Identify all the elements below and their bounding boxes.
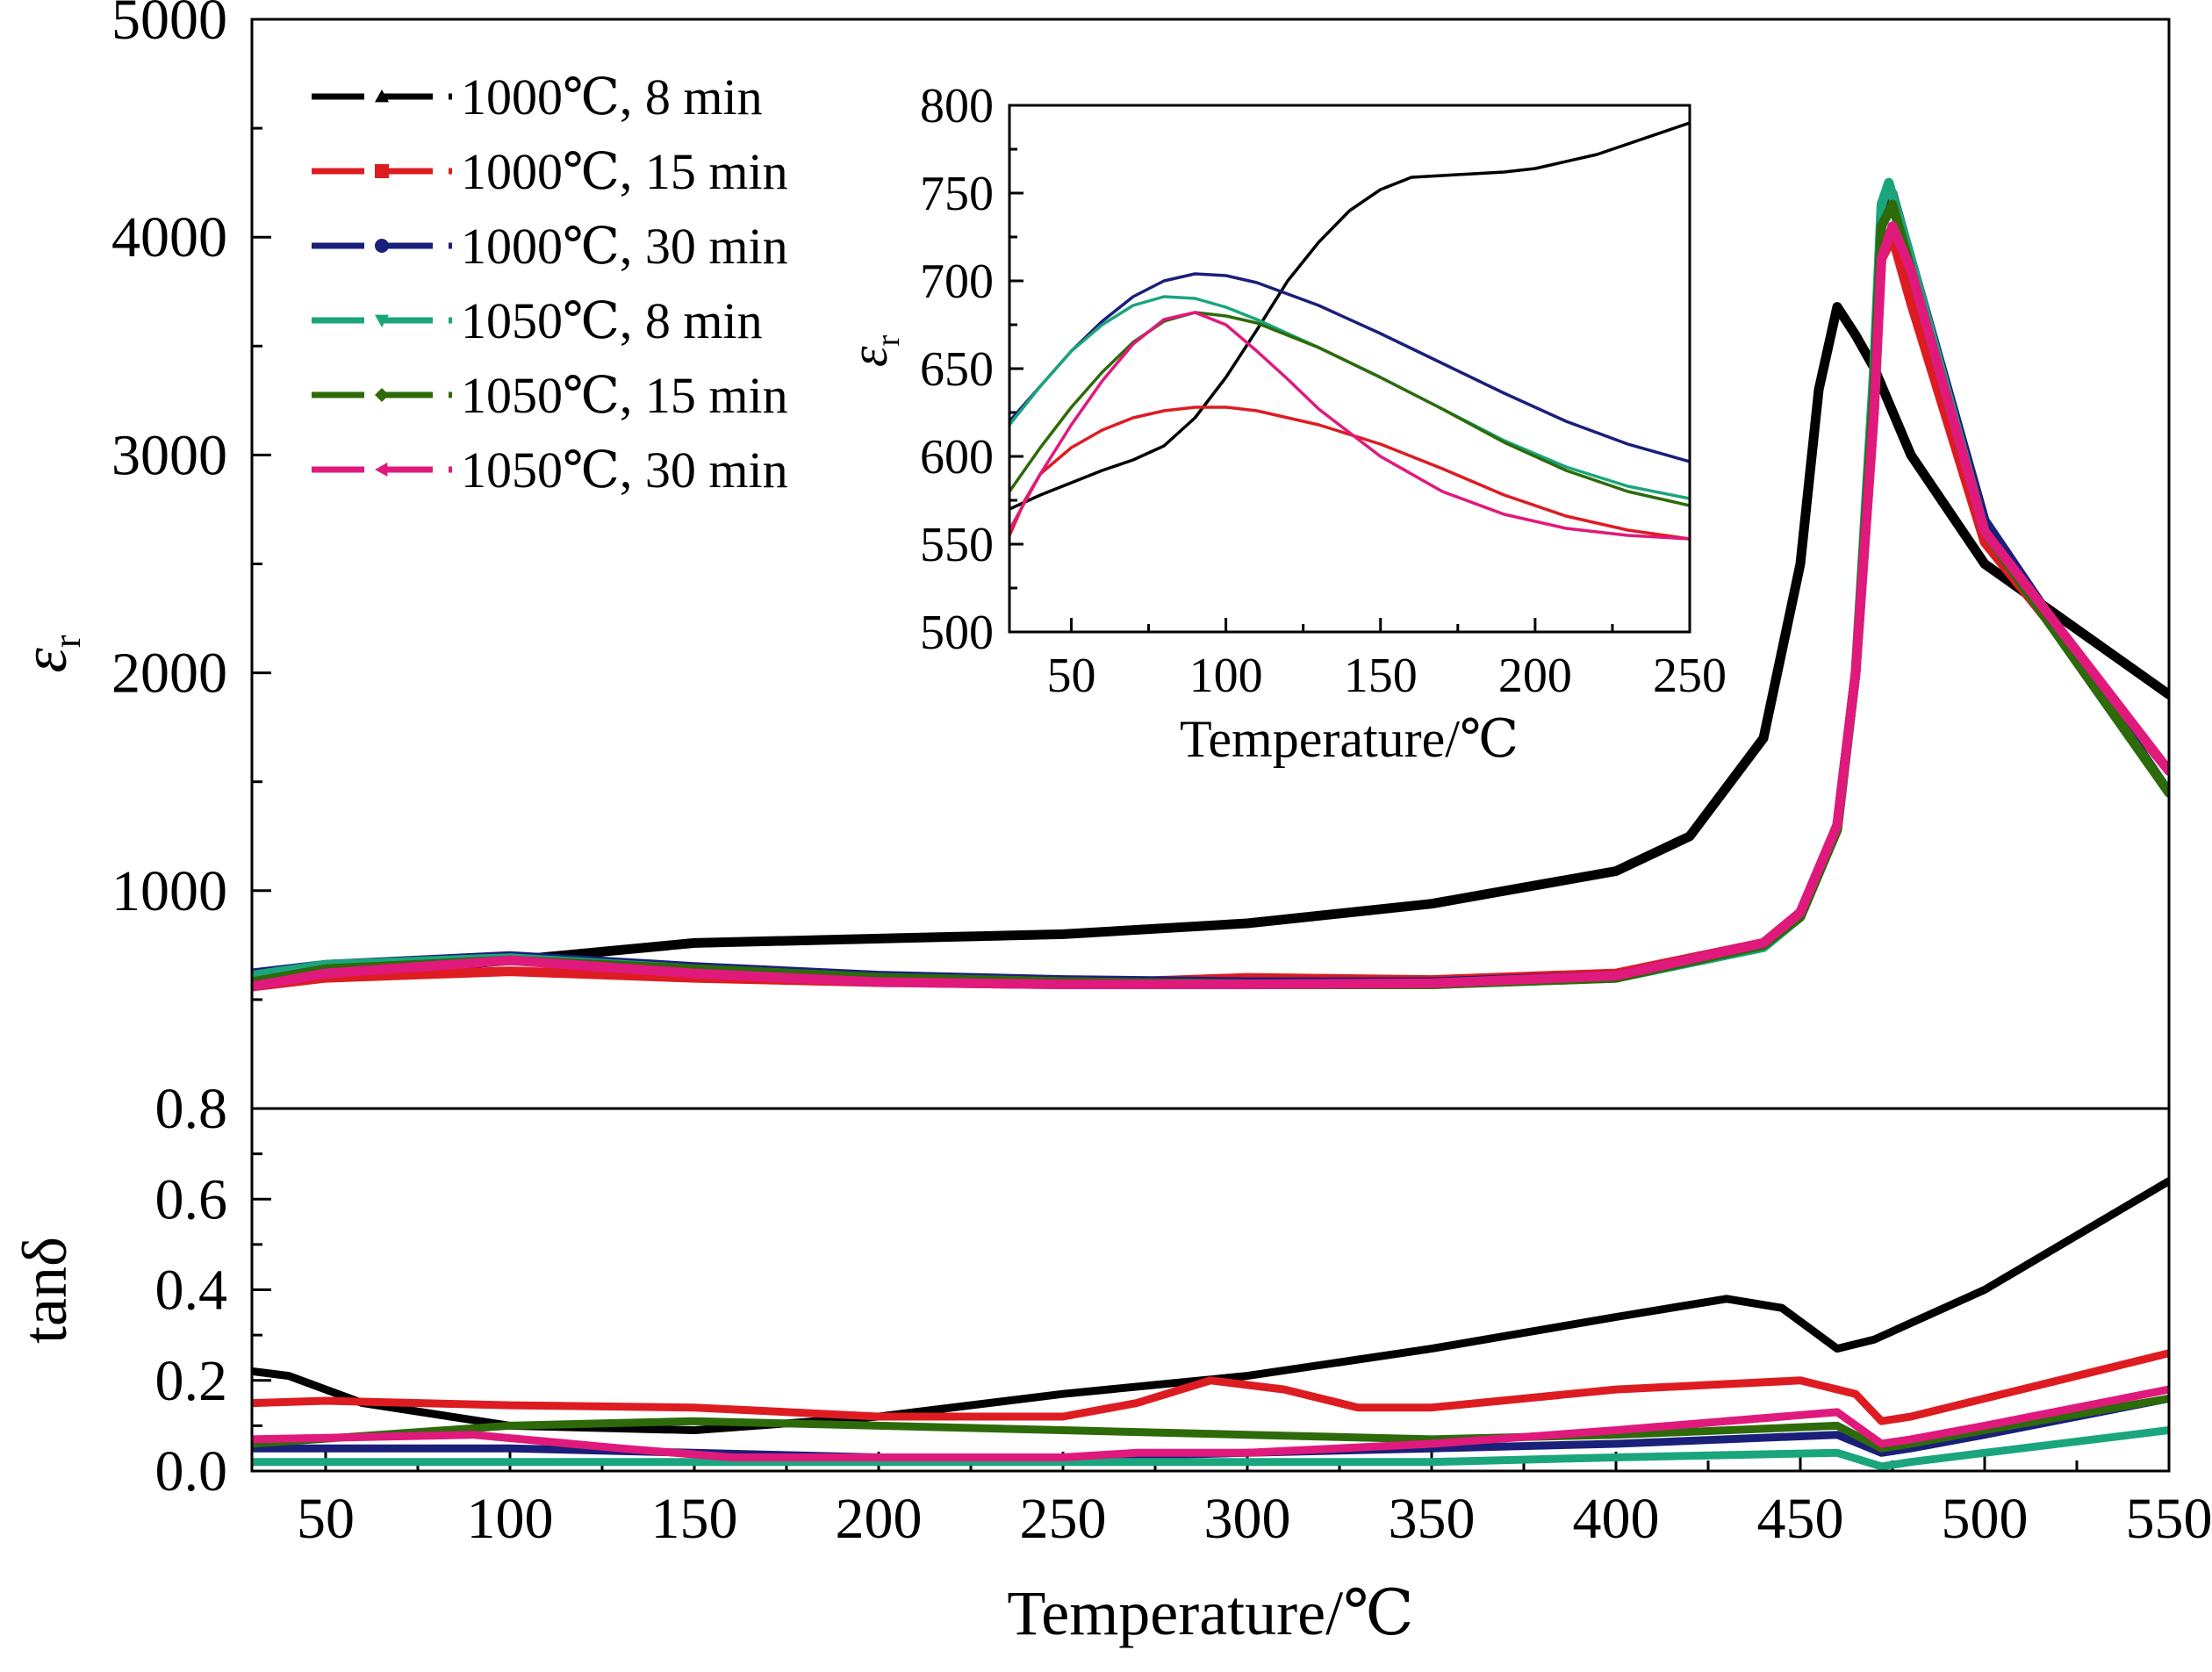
x-tick-labels: 50 100 150 200 250 300 350 400 450 500 550 bbox=[297, 1487, 2212, 1551]
inset-line-1000-15-min bbox=[1009, 405, 1690, 541]
inset-y-tick-label: 650 bbox=[920, 342, 994, 397]
x-tick-label: 450 bbox=[1757, 1487, 1844, 1551]
legend-item-1050-8-min: 1050℃, 8 min bbox=[312, 292, 763, 349]
inset-x-tick-label: 50 bbox=[1046, 649, 1095, 703]
tand-series bbox=[252, 1177, 2169, 1471]
x-tick-label: 200 bbox=[836, 1487, 923, 1551]
legend: 1000℃, 8 min 1000℃, 15 min 1000℃, 30 min 10… bbox=[312, 68, 788, 499]
tand-y-tick-label: 0.0 bbox=[155, 1439, 228, 1503]
epsilon-y-tick-label: 1000 bbox=[111, 859, 227, 923]
tand-line-1050-15-min bbox=[252, 1394, 2169, 1453]
tand-y-axis-title: tanδ bbox=[10, 1237, 80, 1344]
legend-marker bbox=[375, 388, 389, 402]
legend-label: 1050℃, 8 min bbox=[461, 292, 763, 349]
x-tick-label: 50 bbox=[297, 1487, 355, 1551]
epsilon-y-tick-labels: 1000 2000 3000 4000 5000 bbox=[111, 0, 227, 923]
inset-y-tick-label: 800 bbox=[920, 79, 994, 133]
x-tick-label: 550 bbox=[2126, 1487, 2212, 1551]
x-tick-label: 300 bbox=[1204, 1487, 1291, 1551]
inset-y-axis-title: εr bbox=[840, 335, 907, 368]
inset-y-tick-label: 550 bbox=[920, 518, 994, 572]
legend-item-1050-30-min: 1050℃, 30 min bbox=[312, 441, 788, 499]
x-axis-title: Temperature/℃ bbox=[1007, 1578, 1413, 1648]
inset-y-tick-label: 500 bbox=[920, 606, 994, 660]
legend-item-1050-15-min: 1050℃, 15 min bbox=[312, 367, 788, 424]
x-tick-label: 400 bbox=[1573, 1487, 1660, 1551]
legend-marker bbox=[375, 463, 388, 477]
inset-series bbox=[1009, 121, 1690, 541]
legend-item-1000-15-min: 1000℃, 15 min bbox=[312, 143, 788, 200]
tand-line-1050-30-min bbox=[252, 1385, 2169, 1461]
inset-line-1050-8-min bbox=[1009, 295, 1690, 500]
epsilon-line-1050-30-min bbox=[252, 221, 2169, 992]
tand-y-tick-labels: 0.0 0.2 0.4 0.6 0.8 bbox=[155, 1077, 228, 1503]
inset-line-1050-30-min bbox=[1009, 311, 1690, 541]
tand-panel-frame bbox=[250, 1107, 2171, 1473]
tand-y-tick-label: 0.4 bbox=[155, 1259, 228, 1323]
epsilon-y-tick-label: 2000 bbox=[111, 642, 227, 706]
tand-y-tick-label: 0.2 bbox=[155, 1349, 228, 1413]
epsilon-y-tick-label: 4000 bbox=[111, 205, 227, 269]
inset-line-1050-15-min bbox=[1009, 311, 1690, 507]
legend-label: 1000℃, 8 min bbox=[461, 68, 763, 126]
x-tick-label: 500 bbox=[1942, 1487, 2029, 1551]
tand-line-1000-8-min bbox=[252, 1177, 2169, 1434]
legend-label: 1000℃, 15 min bbox=[461, 143, 788, 200]
tand-y-tick-label: 0.8 bbox=[155, 1077, 228, 1141]
x-tick-label: 150 bbox=[651, 1487, 738, 1551]
inset-x-tick-label: 250 bbox=[1653, 649, 1727, 703]
inset-x-tick-label: 200 bbox=[1498, 649, 1572, 703]
inset-x-axis-title: Temperature/℃ bbox=[1180, 710, 1519, 768]
legend-label: 1050℃, 15 min bbox=[461, 367, 788, 424]
epsilon-y-tick-label: 5000 bbox=[111, 0, 227, 52]
legend-label: 1000℃, 30 min bbox=[461, 218, 788, 275]
tand-y-tick-label: 0.6 bbox=[155, 1167, 228, 1231]
inset-x-tick-label: 100 bbox=[1189, 649, 1263, 703]
legend-marker bbox=[375, 164, 389, 178]
inset-line-1000-8-min bbox=[1009, 121, 1690, 511]
inset-y-tick-label: 700 bbox=[920, 255, 994, 309]
inset-y-tick-label: 750 bbox=[920, 167, 994, 221]
epsilon-series bbox=[252, 177, 2169, 992]
inset-frame bbox=[1008, 104, 1691, 634]
x-tick-label: 250 bbox=[1020, 1487, 1107, 1551]
inset-background bbox=[1009, 105, 1690, 632]
legend-item-1000-30-min: 1000℃, 30 min bbox=[312, 218, 788, 275]
inset-y-tick-labels: 500 550 600 650 700 750 800 bbox=[920, 79, 994, 660]
legend-item-1000-8-min: 1000℃, 8 min bbox=[312, 68, 763, 126]
inset-x-tick-label: 150 bbox=[1344, 649, 1418, 703]
legend-marker bbox=[375, 314, 389, 327]
x-tick-label: 350 bbox=[1389, 1487, 1476, 1551]
x-tick-label: 100 bbox=[467, 1487, 554, 1551]
legend-marker bbox=[375, 90, 389, 103]
epsilon-panel: 1000 2000 3000 4000 5000 εr bbox=[10, 0, 2171, 1110]
inset-x-tick-labels: 50 100 150 200 250 bbox=[1046, 649, 1727, 703]
epsilon-y-tick-label: 3000 bbox=[111, 423, 227, 487]
inset-y-tick-label: 600 bbox=[920, 430, 994, 484]
legend-label: 1050℃, 30 min bbox=[461, 441, 788, 499]
tand-panel: 0.0 0.2 0.4 0.6 0.8 50 100 150 200 250 300 350 400 4… bbox=[10, 1077, 2212, 1648]
tand-line-1050-8-min bbox=[252, 1426, 2169, 1471]
epsilon-y-axis-title: εr bbox=[10, 635, 89, 672]
tand-line-1000-15-min bbox=[252, 1349, 2169, 1425]
legend-marker bbox=[375, 239, 389, 253]
